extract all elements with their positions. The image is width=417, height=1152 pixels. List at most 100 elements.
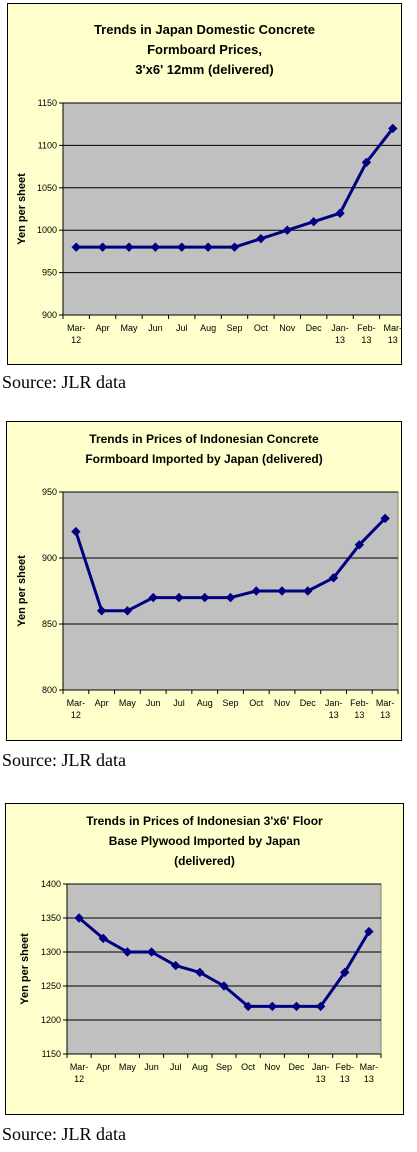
x-tick-label: Jul	[173, 698, 185, 708]
data-point	[122, 947, 133, 957]
x-tick-label-line: Jul	[173, 698, 185, 708]
x-tick-label: Oct	[241, 1062, 256, 1072]
x-tick-label-line: 13	[354, 710, 364, 720]
data-point	[380, 513, 390, 524]
y-tick-label: 800	[42, 685, 57, 695]
y-tick-label: 950	[42, 487, 57, 497]
data-point	[219, 981, 229, 991]
chart-svg: Trends in Prices of Indonesian 3'x6' Flo…	[19, 814, 382, 1084]
x-tick-label-line: May	[119, 698, 137, 708]
x-tick-label: Sep	[216, 1062, 232, 1072]
source-note: Source: JLR data	[2, 1124, 126, 1144]
data-point	[122, 606, 133, 616]
data-point	[74, 913, 84, 923]
x-tick-label-line: 13	[364, 1074, 374, 1084]
x-tick-label-line: Feb-	[336, 1062, 355, 1072]
chart-title-line: 3'x6' 12mm (delivered)	[135, 62, 273, 77]
x-tick-label-line: Nov	[279, 323, 296, 333]
chart-title: Trends in Prices of Indonesian 3'x6' Flo…	[86, 814, 323, 868]
x-tick-label: Mar- 13	[384, 323, 401, 345]
x-tick-label: Dec	[288, 1062, 305, 1072]
x-tick-label: Jul	[176, 323, 188, 333]
x-tick-label-line: Mar-	[67, 698, 86, 708]
data-point	[174, 592, 184, 603]
x-tick-label-line: Aug	[200, 323, 216, 333]
data-point	[291, 1001, 302, 1012]
data-point	[98, 933, 108, 944]
y-tick-label: 1050	[37, 183, 57, 193]
y-tick-label: 1250	[41, 981, 61, 991]
y-tick-label: 1300	[41, 947, 61, 957]
x-tick-label-line: Jun	[148, 323, 163, 333]
x-tick-label-line: 12	[71, 710, 81, 720]
x-tick-label-line: 13	[316, 1074, 326, 1084]
x-tick-label-line: Jun	[146, 698, 161, 708]
x-tick-label-line: Sep	[226, 323, 242, 333]
x-tick-label-line: May	[120, 323, 138, 333]
data-point	[354, 540, 365, 550]
x-tick-label-line: Jul	[170, 1062, 182, 1072]
y-axis-label: Yen per sheet	[16, 173, 28, 245]
x-tick-label-line: Apr	[96, 323, 110, 333]
data-point	[203, 242, 213, 252]
data-point	[177, 242, 187, 252]
x-tick-label: Aug	[192, 1062, 208, 1072]
x-tick-label-line: Jan-	[325, 698, 343, 708]
y-tick-label: 1400	[41, 879, 61, 889]
x-tick-label: Mar- 12	[67, 323, 86, 345]
chart-indonesian-concrete-formboard: Trends in Prices of Indonesian Concrete F…	[6, 421, 402, 741]
x-tick-label: Jun	[148, 323, 163, 333]
data-point	[96, 606, 107, 616]
data-point	[340, 967, 350, 978]
chart-title-line: Trends in Prices of Indonesian 3'x6' Flo…	[86, 814, 323, 828]
data-point	[243, 1001, 253, 1012]
x-tick-label: Nov	[274, 698, 291, 708]
y-tick-label: 1350	[41, 913, 61, 923]
x-tick-label-line: 13	[340, 1074, 350, 1084]
x-tick-label: Sep	[226, 323, 242, 333]
x-tick-label-line: May	[119, 1062, 137, 1072]
chart-title: Trends in Prices of Indonesian Concrete F…	[85, 432, 322, 466]
source-note: Source: JLR data	[2, 372, 126, 392]
x-tick-label-line: Jun	[144, 1062, 159, 1072]
x-tick-label-line: Mar-	[376, 698, 395, 708]
data-point	[229, 242, 240, 252]
x-tick-label-line: Dec	[288, 1062, 305, 1072]
chart-title-line: (delivered)	[174, 854, 235, 868]
data-point	[388, 123, 398, 134]
y-tick-label: 1200	[41, 1015, 61, 1025]
x-tick-label: Apr	[96, 323, 110, 333]
x-tick-label: Dec	[300, 698, 317, 708]
y-tick-label: 900	[42, 310, 57, 320]
x-tick-label: Jan- 13	[331, 323, 349, 345]
x-tick-label-line: Jul	[176, 323, 188, 333]
y-axis-label: Yen per sheet	[19, 933, 31, 1005]
chart-title-line: Formboard Imported by Japan (delivered)	[85, 452, 322, 466]
y-tick-label: 1000	[37, 225, 57, 235]
data-point	[364, 926, 374, 937]
chart-svg: Trends in Japan Domestic Concrete Formboa…	[16, 22, 401, 345]
chart-title-line: Trends in Japan Domestic Concrete	[94, 22, 315, 37]
x-tick-label: Mar- 13	[360, 1062, 379, 1084]
data-point	[200, 592, 210, 603]
data-point	[150, 242, 161, 252]
chart-title: Trends in Japan Domestic Concrete Formboa…	[94, 22, 315, 77]
x-tick-label-line: 13	[329, 710, 339, 720]
data-point	[328, 573, 339, 583]
y-tick-label: 900	[42, 553, 57, 563]
data-point	[303, 586, 313, 596]
y-axis-label: Yen per sheet	[16, 555, 28, 627]
x-tick-label-line: Apr	[96, 1062, 110, 1072]
x-tick-label: Sep	[222, 698, 238, 708]
x-tick-label: Nov	[279, 323, 296, 333]
x-tick-label: Jan- 13	[312, 1062, 330, 1084]
x-tick-label-line: Mar-	[384, 323, 401, 333]
x-tick-label: Feb- 13	[350, 698, 369, 720]
data-point	[308, 217, 319, 227]
x-tick-label-line: Sep	[222, 698, 238, 708]
x-tick-label: Feb- 13	[357, 323, 376, 345]
x-tick-label-line: Dec	[300, 698, 317, 708]
x-tick-label-line: Feb-	[357, 323, 376, 333]
plot-area	[66, 883, 382, 1055]
chart-svg: Trends in Prices of Indonesian Concrete F…	[16, 432, 399, 720]
